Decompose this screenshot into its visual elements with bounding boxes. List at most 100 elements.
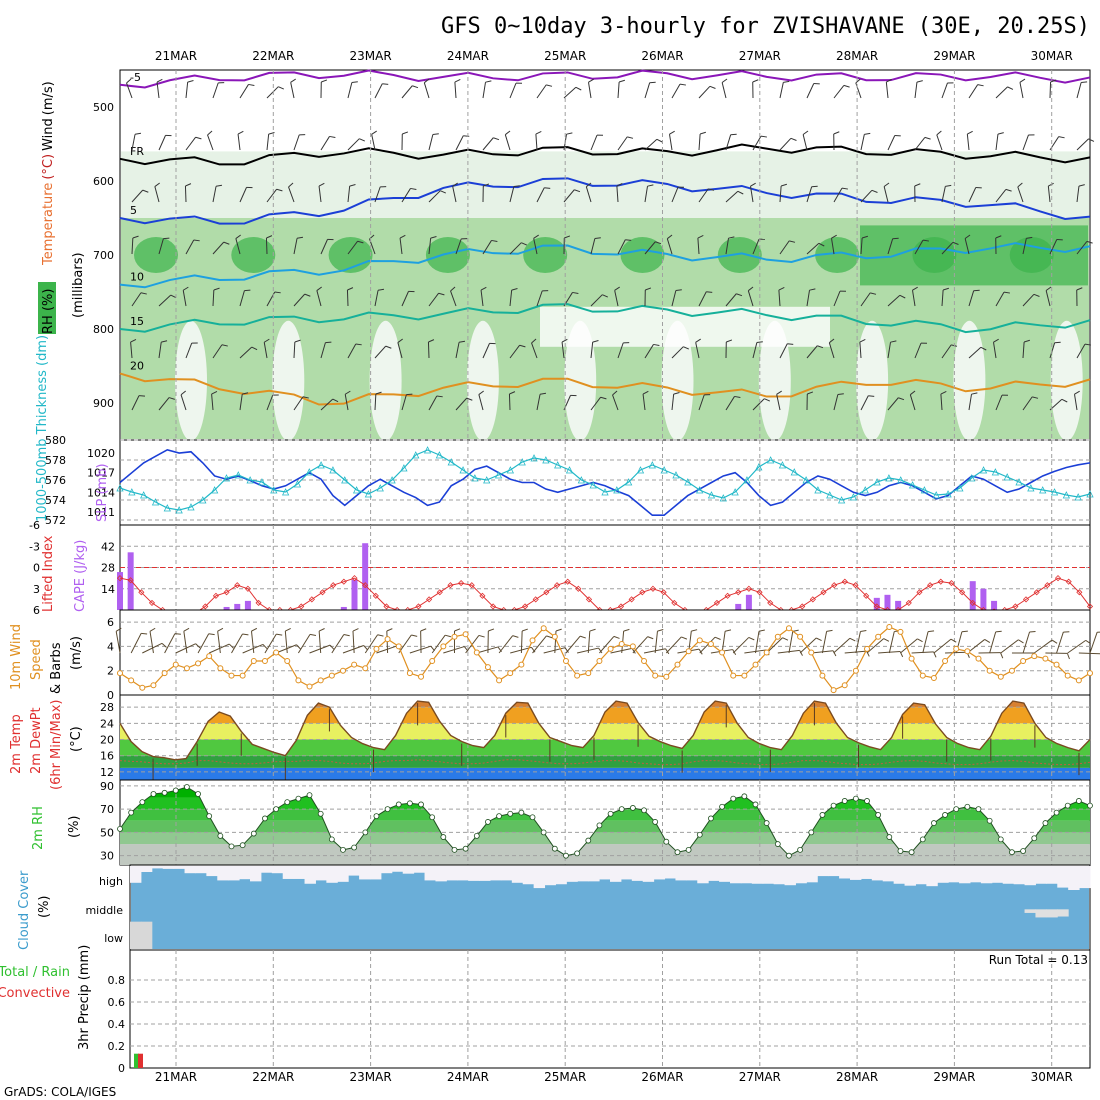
upper-wind-barb-211-flag	[936, 130, 942, 136]
cloud-high-gap-6	[195, 866, 207, 874]
upper-wind-barb-126-flag	[618, 79, 625, 83]
upper-wind-barb-81	[428, 292, 440, 307]
upper-wind-barb-7	[156, 82, 160, 99]
upper-wind-barb-108-flag	[533, 234, 539, 239]
cloud-high-gap-17	[315, 866, 327, 881]
upper-wind-barb-56-flag	[351, 81, 358, 83]
thickness-point-38	[565, 466, 574, 474]
thickness-point-52	[731, 488, 739, 496]
thickness-point-1	[128, 488, 136, 496]
upper-wind-barb-110-flag	[531, 338, 537, 344]
thickness-point-22	[376, 484, 384, 492]
wind-speed-point-26	[406, 670, 413, 677]
date-top-24MAR: 24MAR	[447, 49, 489, 63]
thickness-point-50	[707, 491, 716, 499]
wind-speed-point-54	[719, 649, 726, 656]
upper-wind-barb-63	[374, 83, 383, 99]
upper-wind-barb-175	[806, 83, 815, 99]
thickness-point-29	[459, 466, 467, 474]
wind10m-barb-61-flag	[815, 637, 822, 642]
cloud-high-gap-83	[1035, 866, 1047, 884]
cloud-high-gap-3	[162, 866, 175, 869]
pressure-tick-4: 900	[93, 397, 114, 410]
wind10m-barb-85	[1067, 639, 1087, 654]
thickness-tick-3: 578	[45, 454, 66, 467]
rh-dry-column-8	[953, 320, 986, 441]
wind10m-barb-36	[520, 630, 523, 654]
thickness-point-61	[837, 496, 846, 504]
cloud-high-gap-69	[882, 866, 895, 882]
upper-wind-barb-180-flag	[817, 345, 824, 349]
cloud-high-gap-37	[533, 866, 546, 889]
upper-wind-barb-143	[666, 238, 673, 255]
cloud-high-gap-87	[1079, 866, 1091, 889]
upper-wind-barb-9-flag	[154, 182, 160, 187]
thickness-point-63	[861, 486, 869, 494]
wind-speed-point-86	[1075, 677, 1082, 684]
wind10m-barb-27-flag	[420, 628, 427, 632]
wind-speed-point-48	[652, 672, 659, 679]
upper-wind-barb-139-flag	[642, 390, 649, 395]
upper-wind-barb-125	[590, 396, 602, 411]
upper-wind-barb-156-flag	[737, 190, 744, 195]
rh2m-ylabel: 2m RH	[31, 806, 46, 850]
cape-bar-72	[884, 594, 891, 610]
upper-wind-barb-22-flag	[207, 130, 213, 136]
upper-wind-barb-87	[455, 238, 462, 255]
upper-wind-barb-163-flag	[750, 182, 756, 187]
rh-point-16	[295, 795, 302, 802]
rh-point-54	[719, 803, 725, 810]
wind-speed-point-70	[897, 628, 904, 635]
lifted-index-point-1	[127, 577, 134, 584]
wind-speed-point-62	[808, 649, 815, 656]
upper-wind-barb-63-flag	[382, 83, 389, 85]
upper-wind-barb-140-flag	[679, 83, 687, 86]
upper-wind-barb-189-flag	[855, 78, 861, 84]
upper-wind-barb-127-flag	[627, 136, 634, 139]
wind10m-barb-9	[217, 631, 221, 654]
cloud-high-gap-15	[293, 866, 306, 879]
upper-wind-barb-242	[1045, 290, 1051, 307]
cloud-high-gap-44	[610, 866, 622, 882]
wind10m-barb-78-flag	[995, 630, 1002, 633]
thickness-point-75	[1003, 473, 1011, 481]
upper-wind-barb-22	[207, 134, 214, 151]
upper-wind-barb-47-flag	[294, 339, 301, 343]
upper-wind-barb-173-flag	[787, 343, 794, 345]
upper-wind-barb-216	[940, 394, 943, 411]
thickness-point-53	[743, 476, 751, 484]
upper-wind-barb-196-flag	[886, 78, 892, 83]
lifted-index-point-86	[1033, 589, 1040, 596]
upper-wind-barb-216-flag	[940, 391, 947, 395]
upper-air-grid	[175, 70, 1053, 440]
upper-wind-barb-245	[1076, 82, 1082, 99]
cloud-high-gap-14	[282, 866, 295, 879]
upper-wind-barb-153	[698, 394, 705, 411]
upper-wind-barb-2	[131, 189, 144, 203]
wind10m-barb-32	[476, 646, 499, 654]
rh-point-80	[1009, 849, 1015, 856]
isotherm-minus5-label: -5	[130, 71, 141, 84]
upper-wind-barb-23-flag	[215, 184, 223, 187]
temp2m-label-4: (°C)	[69, 726, 84, 752]
instability-grid	[120, 525, 1090, 610]
upper-wind-barb-238-flag	[1050, 79, 1057, 83]
cloud-high-gap-45	[620, 866, 633, 880]
upper-wind-barb-20	[180, 394, 187, 411]
rh-point-44	[607, 810, 614, 817]
wind-speed-point-3	[150, 682, 157, 689]
upper-wind-barb-179	[806, 290, 810, 307]
cloud-high-gap-2	[151, 866, 164, 869]
upper-wind-barb-238	[1049, 81, 1052, 99]
thickness-point-78	[1039, 486, 1047, 494]
upper-wind-barb-138-flag	[653, 343, 660, 347]
upper-wind-barb-151	[698, 291, 707, 307]
wind-speed-point-5	[172, 661, 179, 668]
lifted-index-point-69	[852, 582, 859, 589]
isotherm-lines	[119, 69, 1091, 406]
upper-wind-barb-105-flag	[546, 84, 553, 87]
upper-wind-barb-222	[968, 346, 982, 359]
upper-wind-barb-195-flag	[868, 395, 875, 397]
temp2m-label-1: 2m Temp	[9, 714, 24, 774]
upper-wind-barb-180	[806, 345, 818, 359]
